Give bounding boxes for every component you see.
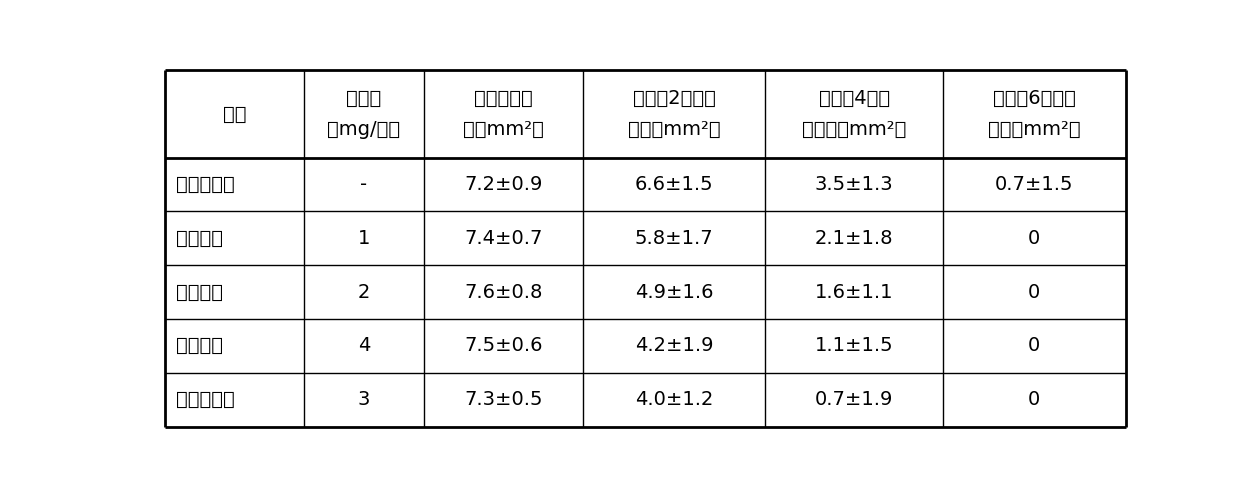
Text: 空白对照组: 空白对照组 (176, 175, 234, 194)
Text: 4.0±1.2: 4.0±1.2 (635, 390, 713, 409)
Text: 药后第4天溃: 药后第4天溃 (818, 89, 889, 108)
Text: 0: 0 (1028, 229, 1040, 248)
Text: 7.4±0.7: 7.4±0.7 (464, 229, 543, 248)
Text: 4: 4 (358, 337, 371, 355)
Text: 3.5±1.3: 3.5±1.3 (815, 175, 894, 194)
Text: 1.6±1.1: 1.6±1.1 (815, 282, 893, 302)
Text: 6.6±1.5: 6.6±1.5 (635, 175, 713, 194)
Text: 7.6±0.8: 7.6±0.8 (464, 282, 543, 302)
Text: 0.7±1.9: 0.7±1.9 (815, 390, 893, 409)
Text: 阳性对照组: 阳性对照组 (176, 390, 234, 409)
Text: 药后第2天溃疡: 药后第2天溃疡 (632, 89, 715, 108)
Text: 7.2±0.9: 7.2±0.9 (464, 175, 543, 194)
Text: 1.1±1.5: 1.1±1.5 (815, 337, 894, 355)
Text: 面积（mm²）: 面积（mm²） (988, 120, 1080, 139)
Text: 2: 2 (358, 282, 371, 302)
Text: 5.8±1.7: 5.8±1.7 (635, 229, 713, 248)
Text: 低剂量组: 低剂量组 (176, 229, 223, 248)
Text: 0: 0 (1028, 337, 1040, 355)
Text: 1: 1 (358, 229, 371, 248)
Text: 7.5±0.6: 7.5±0.6 (464, 337, 543, 355)
Text: 高剂量组: 高剂量组 (176, 337, 223, 355)
Text: （mg/次）: （mg/次） (327, 120, 401, 139)
Text: 3: 3 (358, 390, 371, 409)
Text: 0: 0 (1028, 282, 1040, 302)
Text: 4.2±1.9: 4.2±1.9 (635, 337, 713, 355)
Text: 组别: 组别 (222, 104, 246, 123)
Text: 0.7±1.5: 0.7±1.5 (994, 175, 1074, 194)
Text: 面积（mm²）: 面积（mm²） (627, 120, 720, 139)
Text: -: - (361, 175, 367, 194)
Text: 给药量: 给药量 (346, 89, 382, 108)
Text: 积（mm²）: 积（mm²） (463, 120, 544, 139)
Text: 7.3±0.5: 7.3±0.5 (464, 390, 543, 409)
Text: 0: 0 (1028, 390, 1040, 409)
Text: 中剂量组: 中剂量组 (176, 282, 223, 302)
Text: 2.1±1.8: 2.1±1.8 (815, 229, 893, 248)
Text: 药后第6天溃疡: 药后第6天溃疡 (993, 89, 1076, 108)
Text: 药前溃疡面: 药前溃疡面 (474, 89, 533, 108)
Text: 4.9±1.6: 4.9±1.6 (635, 282, 713, 302)
Text: 疡面积（mm²）: 疡面积（mm²） (802, 120, 906, 139)
